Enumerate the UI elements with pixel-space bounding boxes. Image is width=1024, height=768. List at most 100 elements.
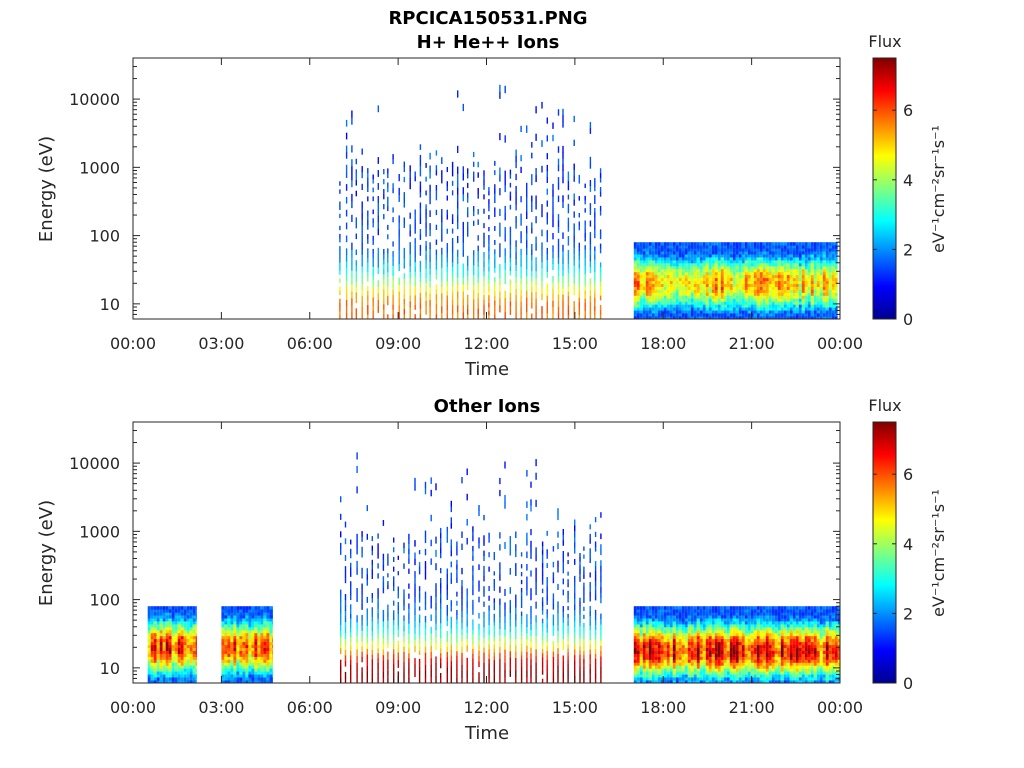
flux-cell [681, 277, 685, 282]
flux-cell [461, 567, 463, 575]
flux-cell [269, 638, 273, 643]
flux-cell [456, 619, 458, 624]
flux-cell [441, 280, 443, 287]
flux-cell [483, 576, 485, 582]
flux-cell [467, 265, 469, 271]
flux-cell [792, 283, 796, 287]
flux-cell [831, 307, 835, 311]
flux-cell [440, 588, 442, 594]
flux-cell [414, 304, 416, 310]
flux-cell [783, 257, 787, 261]
flux-cell [189, 647, 193, 651]
flux-cell [408, 623, 410, 629]
flux-cell [762, 245, 766, 249]
flux-cell [552, 306, 554, 314]
flux-cell [509, 657, 511, 665]
flux-cell [531, 195, 533, 202]
flux-cell [171, 623, 175, 628]
flux-cell [657, 313, 661, 317]
flux-cell [397, 671, 399, 676]
flux-cell [260, 662, 264, 666]
flux-cell [541, 140, 543, 147]
flux-cell [488, 295, 490, 300]
flux-cell [272, 618, 273, 622]
flux-cell [361, 201, 363, 208]
flux-cell [266, 626, 270, 631]
flux-cell [825, 257, 829, 261]
flux-cell [392, 304, 394, 310]
flux-cell [272, 606, 273, 610]
flux-cell [756, 251, 760, 255]
flux-cell [589, 122, 592, 129]
flux-cell [435, 294, 438, 300]
flux-cell [461, 634, 463, 641]
flux-cell [702, 271, 706, 276]
flux-cell [345, 312, 348, 320]
flux-cell [221, 621, 225, 625]
flux-cell [462, 284, 464, 292]
flux-cell [798, 292, 802, 296]
flux-cell [159, 623, 163, 628]
flux-cell [681, 265, 685, 270]
flux-cell [414, 627, 416, 634]
flux-cell [825, 248, 829, 252]
flux-cell [150, 650, 154, 654]
flux-cell [263, 623, 267, 628]
flux-cell [726, 316, 730, 320]
flux-cell [753, 289, 757, 293]
flux-cell [339, 270, 341, 275]
flux-cell [783, 254, 787, 258]
flux-cell [726, 271, 730, 276]
flux-cell [633, 262, 637, 267]
flux-cell [747, 254, 751, 258]
flux-cell [429, 312, 431, 320]
flux-cell [589, 127, 592, 134]
flux-cell [340, 677, 342, 684]
flux-cell [777, 304, 781, 308]
flux-cell [690, 301, 694, 305]
flux-cell [377, 105, 379, 113]
flux-cell [461, 531, 463, 538]
flux-cell [678, 265, 682, 270]
flux-cell [717, 280, 721, 284]
flux-cell [227, 653, 231, 657]
flux-cell [699, 265, 703, 270]
flux-cell [648, 257, 652, 261]
flux-cell [515, 264, 517, 271]
flux-cell [789, 277, 793, 282]
flux-cell [584, 265, 586, 271]
flux-cell [473, 304, 475, 310]
flux-cell [269, 656, 273, 660]
flux-cell [344, 521, 347, 528]
flux-cell [457, 90, 459, 98]
flux-cell [648, 298, 652, 302]
flux-cell [642, 286, 646, 290]
flux-cell [753, 254, 757, 258]
flux-cell [711, 242, 715, 246]
flux-cell [355, 286, 357, 293]
flux-cell [260, 629, 264, 634]
flux-cell [383, 179, 385, 185]
flux-cell [429, 152, 431, 160]
flux-cell [221, 615, 225, 619]
flux-cell [738, 316, 742, 320]
flux-cell [356, 655, 358, 663]
flux-cell [383, 249, 385, 255]
flux-cell [693, 289, 697, 293]
flux-cell [768, 248, 772, 252]
flux-cell [387, 651, 389, 656]
flux-cell [377, 663, 379, 669]
flux-cell [636, 313, 640, 317]
flux-cell [227, 680, 231, 684]
flux-cell [705, 265, 709, 270]
flux-cell [260, 638, 264, 643]
flux-cell [424, 676, 427, 684]
flux-cell [488, 653, 490, 659]
flux-cell [221, 632, 225, 637]
flux-cell [272, 609, 273, 613]
flux-cell [371, 678, 373, 684]
flux-cell [579, 678, 581, 684]
flux-cell [147, 612, 151, 616]
flux-cell [266, 659, 270, 663]
flux-cell [186, 635, 190, 640]
